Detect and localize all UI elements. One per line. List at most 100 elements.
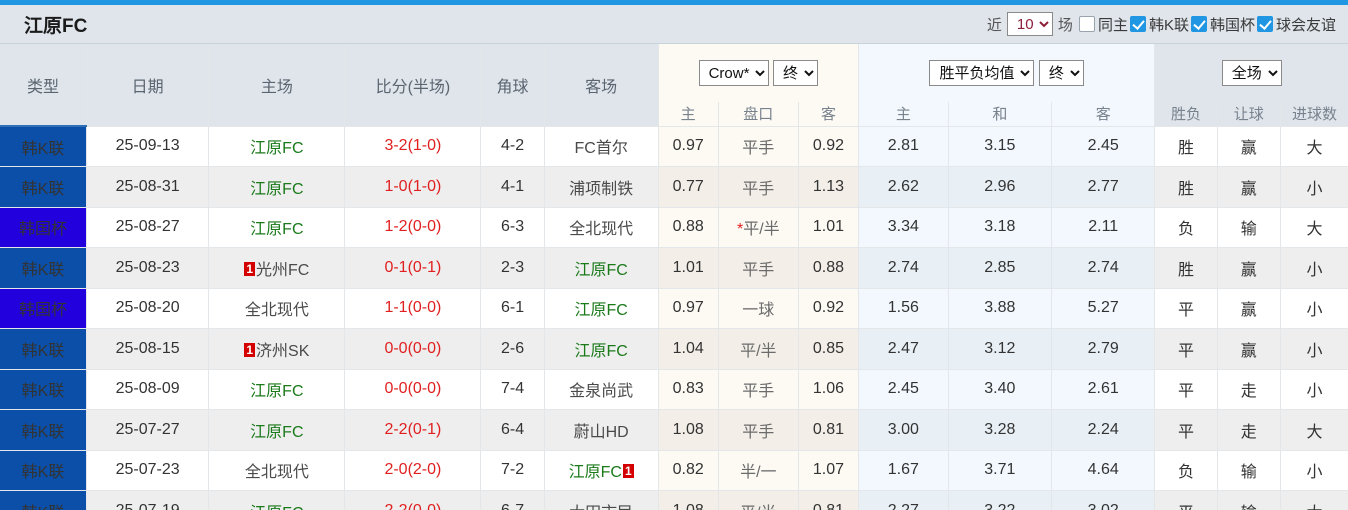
cell-home-team[interactable]: 1 光州FC	[208, 247, 346, 289]
cell-score[interactable]: 0-1(0-1)	[344, 247, 482, 289]
scope-select[interactable]: 全场	[1221, 60, 1282, 86]
col-header-corner[interactable]: 角球	[480, 44, 545, 127]
cell-home-team[interactable]: 全北现代	[208, 288, 346, 329]
away-team-name: FC首尔	[574, 140, 628, 158]
cell-result-goals: 大	[1280, 207, 1348, 248]
cell-handicap-line: 平/半	[718, 490, 799, 510]
cell-score[interactable]: 3-2(1-0)	[344, 126, 482, 167]
cell-away-team[interactable]: 江原FC	[544, 288, 659, 329]
cell-away-team[interactable]: 金泉尚武	[544, 369, 659, 410]
table-row[interactable]: 韩国杯 25-08-20 全北现代 1-1(0-0) 6-1 江原FC 0.97 一球 0.92…	[0, 288, 1348, 329]
cell-away-team[interactable]: 大田市民	[544, 490, 659, 510]
home-rank-badge: 1	[244, 342, 256, 357]
col-header-euro-away[interactable]: 客	[1051, 102, 1156, 127]
cell-away-team[interactable]: 蔚山HD	[544, 409, 659, 451]
cell-score[interactable]: 0-0(0-0)	[344, 369, 482, 410]
cell-match-date: 25-07-19	[86, 490, 210, 510]
cell-match-type[interactable]: 韩K联	[0, 450, 87, 491]
col-header-type[interactable]: 类型	[0, 44, 87, 127]
euro-period-select[interactable]: 终	[1038, 60, 1084, 86]
cell-score[interactable]: 0-0(0-0)	[344, 328, 482, 370]
filter-kleague[interactable]: 韩K联	[1129, 14, 1191, 35]
cell-euro-away-odds: 2.79	[1051, 328, 1156, 370]
cell-match-type[interactable]: 韩K联	[0, 328, 87, 370]
table-row[interactable]: 韩K联25-07-19江原FC2-2(0-0)6-7大田市民1.08平/半0.8…	[0, 490, 1348, 510]
cell-match-type[interactable]: 韩K联	[0, 409, 87, 451]
table-row[interactable]: 韩K联 25-08-23 1 光州FC 0-1(0-1) 2-3 江原FC 1.01 平手 0.8…	[0, 247, 1348, 289]
cell-handicap-home-odds: 0.83	[658, 369, 719, 410]
full-time-score: 1-2	[384, 218, 408, 236]
cell-home-team[interactable]: 江原FC	[208, 166, 346, 208]
recent-count-select[interactable]: 10	[1006, 12, 1053, 36]
table-row[interactable]: 韩K联 25-08-31 江原FC 1-0(1-0) 4-1 浦项制铁 0.77 平手 1.13…	[0, 166, 1348, 208]
cell-euro-home-odds: 1.56	[858, 288, 949, 329]
filter-same-home[interactable]: 同主	[1078, 14, 1130, 35]
col-header-away[interactable]: 客场	[544, 44, 659, 127]
cell-home-team[interactable]: 江原FC	[208, 369, 346, 410]
cell-home-team[interactable]: 江原FC	[208, 126, 346, 167]
cell-away-team[interactable]: 江原FC	[544, 328, 659, 370]
cell-score[interactable]: 2-0(2-0)	[344, 450, 482, 491]
table-row[interactable]: 韩国杯 25-08-27 江原FC 1-2(0-0) 6-3 全北现代 0.88 *平/半 1.…	[0, 207, 1348, 248]
col-header-handicap-line[interactable]: 盘口	[718, 102, 799, 127]
cell-home-team[interactable]: 江原FC	[208, 207, 346, 248]
col-header-home[interactable]: 主场	[208, 44, 346, 127]
col-header-result-wl[interactable]: 胜负	[1154, 102, 1218, 127]
cell-match-type[interactable]: 韩K联	[0, 490, 87, 510]
cell-euro-draw-odds: 3.22	[948, 490, 1053, 510]
cell-away-team[interactable]: FC首尔	[544, 126, 659, 167]
table-row[interactable]: 韩K联 25-07-27 江原FC 2-2(0-1) 6-4 蔚山HD 1.08 平手 0.81…	[0, 409, 1348, 451]
handicap-period-select[interactable]: 终	[773, 60, 819, 86]
cell-away-team[interactable]: 江原FC 1	[544, 450, 659, 491]
checkbox-checked-icon[interactable]	[1129, 16, 1146, 32]
cell-home-team[interactable]: 1 济州SK	[208, 328, 346, 370]
col-header-date[interactable]: 日期	[86, 44, 210, 127]
cell-score[interactable]: 2-2(0-1)	[344, 409, 482, 451]
cell-euro-home-odds: 2.62	[858, 166, 949, 208]
cell-match-type[interactable]: 韩K联	[0, 126, 87, 167]
cell-away-team[interactable]: 全北现代	[544, 207, 659, 248]
away-team-name: 江原FC	[574, 261, 628, 279]
cell-match-type[interactable]: 韩K联	[0, 369, 87, 410]
cell-score[interactable]: 1-0(1-0)	[344, 166, 482, 208]
cell-match-type[interactable]: 韩K联	[0, 247, 87, 289]
col-header-handicap-away[interactable]: 客	[798, 102, 860, 127]
cell-match-type[interactable]: 韩国杯	[0, 207, 87, 248]
col-header-euro-draw[interactable]: 和	[948, 102, 1053, 127]
cell-score[interactable]: 1-2(0-0)	[344, 207, 482, 248]
table-row[interactable]: 韩K联 25-07-23 全北现代 2-0(2-0) 7-2 江原FC 1 0.82 半/一 1.…	[0, 450, 1348, 491]
filter-friendly[interactable]: 球会友谊	[1256, 14, 1338, 35]
cell-match-type[interactable]: 韩K联	[0, 166, 87, 208]
away-team-name: 大田市民	[569, 505, 633, 510]
checkbox-checked-icon[interactable]	[1190, 16, 1207, 32]
table-row[interactable]: 韩K联 25-08-09 江原FC 0-0(0-0) 7-4 金泉尚武 0.83 平手 1.06…	[0, 369, 1348, 410]
cell-score[interactable]: 1-1(0-0)	[344, 288, 482, 329]
cell-away-team[interactable]: 江原FC	[544, 247, 659, 289]
col-header-result-goals[interactable]: 进球数	[1280, 102, 1348, 127]
cell-corner-score: 6-7	[480, 490, 545, 510]
cell-away-team[interactable]: 浦项制铁	[544, 166, 659, 208]
handicap-company-select[interactable]: Crow*	[698, 60, 769, 86]
cell-euro-away-odds: 3.02	[1051, 490, 1156, 510]
table-row[interactable]: 韩K联 25-09-13 江原FC 3-2(1-0) 4-2 FC首尔 0.97 平手 0.92…	[0, 126, 1348, 167]
table-row[interactable]: 韩K联 25-08-15 1 济州SK 0-0(0-0) 2-6 江原FC 1.04 平/半 0.…	[0, 328, 1348, 370]
cell-home-team[interactable]: 江原FC	[208, 490, 346, 510]
col-header-result-handicap[interactable]: 让球	[1217, 102, 1281, 127]
away-team-name: 蔚山HD	[573, 423, 629, 441]
checkbox-icon[interactable]	[1078, 16, 1095, 32]
cell-score[interactable]: 2-2(0-0)	[344, 490, 482, 510]
cell-home-team[interactable]: 全北现代	[208, 450, 346, 491]
cell-corner-score: 7-4	[480, 369, 545, 410]
cell-home-team[interactable]: 江原FC	[208, 409, 346, 451]
filter-kcup[interactable]: 韩国杯	[1190, 14, 1257, 35]
cell-match-type[interactable]: 韩国杯	[0, 288, 87, 329]
cell-result-win-lose: 平	[1154, 490, 1218, 510]
col-header-score[interactable]: 比分(半场)	[344, 44, 482, 127]
checkbox-checked-icon[interactable]	[1256, 16, 1273, 32]
cell-result-win-lose: 胜	[1154, 126, 1218, 167]
col-header-handicap-home[interactable]: 主	[658, 102, 719, 127]
home-team-name: 江原FC	[250, 140, 304, 158]
cell-handicap-home-odds: 0.82	[658, 450, 719, 491]
euro-type-select[interactable]: 胜平负均值	[929, 60, 1035, 86]
col-header-euro-home[interactable]: 主	[858, 102, 949, 127]
